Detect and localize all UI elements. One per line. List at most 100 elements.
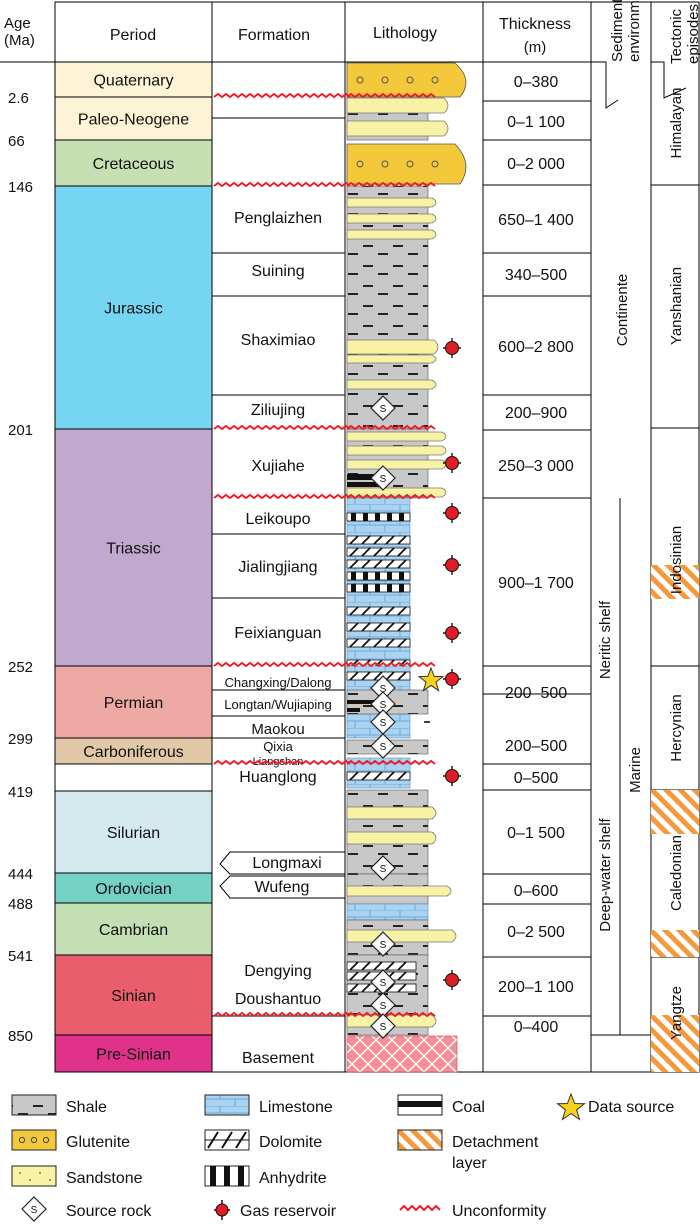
lith-sandstone bbox=[346, 213, 437, 224]
period-block bbox=[54, 139, 213, 187]
period-label: Cretaceous bbox=[93, 156, 175, 173]
formation-label: Feixianguan bbox=[234, 625, 321, 642]
lith-sandstone bbox=[346, 431, 447, 442]
env-deep-water-shelf: Deep-water shelf bbox=[597, 817, 614, 931]
unconformity bbox=[213, 493, 351, 500]
source-rock-letter: S bbox=[380, 718, 387, 729]
gas-reservoir bbox=[445, 506, 459, 520]
source-rock-letter: S bbox=[380, 684, 387, 695]
period-label: Triassic bbox=[106, 541, 161, 558]
period-label: Cambrian bbox=[99, 922, 168, 939]
tectonic-episodes: Himalayan Yanshanian Indosinian Hercynia… bbox=[651, 61, 699, 1072]
header-thickness: Thickness bbox=[499, 16, 571, 33]
lith-glutenite bbox=[346, 143, 467, 185]
legend-source-rock-label: Source rock bbox=[66, 1203, 152, 1220]
lith-sandstone bbox=[346, 97, 449, 114]
period-block bbox=[54, 61, 213, 98]
lith-sandstone bbox=[346, 339, 439, 355]
legend-unconformity-label: Unconformity bbox=[452, 1203, 546, 1220]
age-label: 419 bbox=[8, 784, 33, 801]
source-rock-letter: S bbox=[380, 940, 387, 951]
period-block bbox=[54, 872, 213, 904]
formation-label: Ziliujing bbox=[251, 402, 305, 419]
tectonic-caledonian: Caledonian bbox=[668, 835, 685, 911]
legend-glutenite-swatch bbox=[11, 1129, 57, 1151]
thickness-value: 0–380 bbox=[514, 74, 559, 91]
source-rock bbox=[370, 931, 396, 957]
unconformity bbox=[213, 181, 351, 188]
source-rock bbox=[370, 855, 396, 881]
lith-sandstone bbox=[346, 197, 437, 208]
source-rock-letter: S bbox=[380, 404, 387, 415]
lith-sandstone bbox=[346, 831, 437, 845]
callout-labels: Longmaxi Wufeng bbox=[252, 855, 321, 896]
period-label: Pre-Sinian bbox=[96, 1047, 171, 1064]
age-label: 2.6 bbox=[8, 90, 29, 107]
lith-sandstone bbox=[346, 120, 449, 137]
thickness-value: 200–900 bbox=[505, 405, 567, 422]
formation-label: Changxing/Dalong bbox=[225, 675, 332, 690]
gas-reservoir bbox=[445, 973, 459, 987]
thickness-value: 200–1 100 bbox=[498, 979, 574, 996]
period-block bbox=[54, 790, 213, 874]
lith-coal bbox=[347, 700, 380, 704]
thickness-value: 340–500 bbox=[505, 267, 567, 284]
legend-gas-reservoir-label: Gas reservoir bbox=[240, 1203, 337, 1220]
thickness-value: 0–2 000 bbox=[507, 156, 565, 173]
header-age: Age (Ma) bbox=[4, 15, 35, 49]
period-label: Paleo-Neogene bbox=[78, 112, 189, 129]
legend-shale-label: Shale bbox=[66, 1099, 107, 1116]
legend-sandstone-label: Sandstone bbox=[66, 1170, 143, 1187]
period-block bbox=[54, 954, 213, 1036]
formation-label: Dengying bbox=[244, 963, 312, 980]
tectonic-yanshanian: Yanshanian bbox=[668, 267, 685, 345]
detachment-yangtze bbox=[651, 1015, 699, 1072]
formation-label: Doushantuo bbox=[235, 991, 321, 1008]
env-neritic-shelf: Neritic shelf bbox=[597, 600, 614, 679]
lith-sandstone bbox=[346, 229, 437, 240]
source-rock bbox=[370, 733, 396, 759]
source-rock-letter: S bbox=[380, 1001, 387, 1012]
header-tectonic: Tectonicepisodes bbox=[668, 4, 700, 64]
formation-label: Longmaxi bbox=[252, 855, 321, 872]
legend: Shale Limestone Coal Data source Gluteni… bbox=[11, 1092, 674, 1222]
header-formation: Formation bbox=[238, 27, 310, 44]
unconformity bbox=[213, 661, 351, 668]
age-label: 146 bbox=[8, 179, 33, 196]
sedimentary-environment: Continente Neritic shelf Deep-water shel… bbox=[591, 61, 644, 932]
thickness-value: 0–1 100 bbox=[507, 114, 565, 131]
thickness-value: 600–2 800 bbox=[498, 339, 574, 356]
age-label: 541 bbox=[8, 948, 33, 965]
lith-basement bbox=[346, 1035, 458, 1073]
formation-label: Leikoupo bbox=[246, 511, 311, 528]
age-label: 299 bbox=[8, 731, 33, 748]
formation-label: Xujiahe bbox=[251, 458, 304, 475]
legend-coal-label: Coal bbox=[452, 1099, 485, 1116]
formation-label: Huanglong bbox=[239, 769, 316, 786]
unconformity bbox=[213, 1011, 351, 1018]
lith-coal bbox=[347, 708, 360, 712]
legend-detachment-swatch bbox=[397, 1129, 443, 1151]
legend-source-rock-symbol bbox=[21, 1196, 47, 1222]
header-lithology: Lithology bbox=[373, 25, 437, 42]
age-label: 488 bbox=[8, 896, 33, 913]
lith-glutenite bbox=[346, 62, 467, 98]
age-label: 444 bbox=[8, 866, 33, 883]
source-rock-letter: S bbox=[380, 1022, 387, 1033]
legend-coal-band bbox=[398, 1101, 442, 1107]
formation-label: Longtan/Wujiaping bbox=[224, 697, 331, 712]
lith-sandstone bbox=[346, 1014, 437, 1028]
data-source-star bbox=[417, 666, 445, 692]
thickness-value: 900–1 700 bbox=[498, 575, 574, 592]
gas-reservoir bbox=[445, 456, 459, 470]
formation-label: Maokou bbox=[251, 721, 304, 738]
formation-label: Shaximiao bbox=[241, 332, 316, 349]
callout-brackets bbox=[219, 851, 346, 899]
unconformity bbox=[213, 759, 351, 766]
header-thickness-unit: (m) bbox=[524, 39, 547, 56]
thickness-value: 650–1 400 bbox=[498, 212, 574, 229]
detachment-indosinian bbox=[651, 565, 699, 599]
unconformity bbox=[346, 661, 436, 668]
